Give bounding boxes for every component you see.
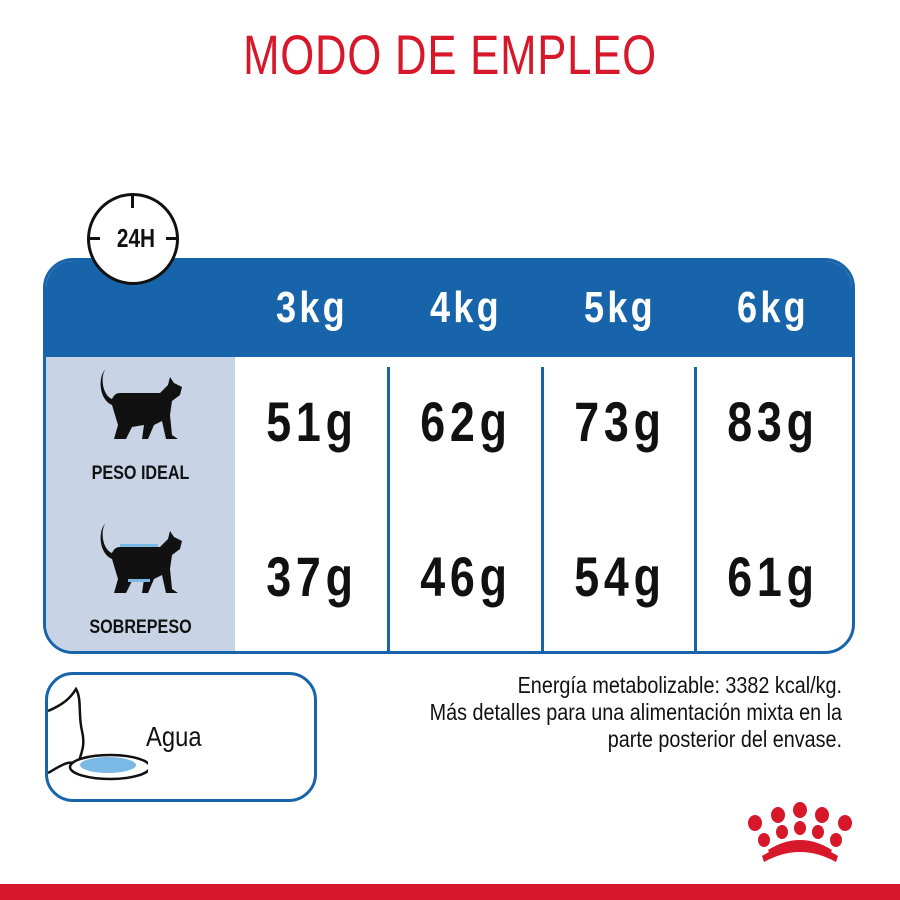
table-cell: 83g [727,390,819,453]
water-label: Agua [146,721,202,752]
cat-overweight-icon [100,523,182,593]
cat-ideal-weight-icon [100,369,182,439]
table-cell: 73g [574,390,666,453]
column-divider [387,367,390,651]
table-cell: 51g [266,390,358,453]
table-cell: 37g [266,545,358,608]
water-box: Agua [45,672,317,802]
column-header: 4kg [429,283,503,332]
column-header: 5kg [583,283,657,332]
cat-drinking-water-icon [48,686,148,781]
table-cell: 61g [727,545,819,608]
column-header: 3kg [275,283,349,332]
row-label-ideal: PESO IDEAL [91,463,190,484]
info-line: Energía metabolizable: 3382 kcal/kg. [517,672,842,698]
column-header: 6kg [736,283,810,332]
table-header: 3kg 4kg 5kg 6kg [46,261,852,357]
clock-icon: 24H [87,193,179,285]
energy-info: Energía metabolizable: 3382 kcal/kg. Más… [360,672,842,753]
column-divider [541,367,544,651]
footer-red-bar [0,884,900,900]
info-line: parte posterior del envase. [607,726,842,752]
table-cell: 46g [420,545,512,608]
row-labels-panel: PESO IDEAL SOBREPESO [46,357,235,651]
column-divider [694,367,697,651]
feeding-table: 3kg 4kg 5kg 6kg PESO IDEAL SOBREPESO 51g… [43,258,855,654]
clock-label: 24H [116,223,156,253]
table-cell: 62g [420,390,512,453]
page-title: MODO DE EMPLEO [243,23,657,86]
info-line: Más detalles para una alimentación mixta… [429,699,842,725]
table-cell: 54g [574,545,666,608]
royal-canin-crown-logo [748,802,852,862]
row-label-overweight: SOBREPESO [89,617,192,638]
